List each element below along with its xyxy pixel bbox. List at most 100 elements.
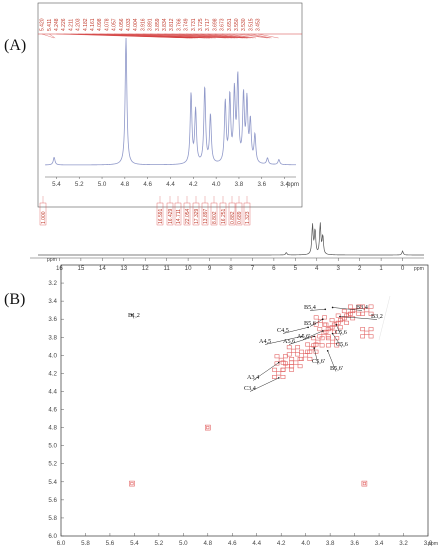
cosy-cross-peak [315,339,321,344]
peak-label: 4.161 [90,18,96,31]
cosy-assignment-group: B1,2 B3,4 B5,4 B3,2 B5,6 C5,6 C4,5 A5,6' C5,6 A4,… [128,304,383,392]
cosy-cross-peak [295,345,301,350]
cosy-cross-peak [360,327,366,332]
cosy-arrow-head [321,318,324,321]
cosy-cross-peak [303,353,309,358]
peak-leader-line [171,33,238,39]
cosy-cross-peak [341,316,347,321]
cosy-cross-peak [313,349,319,354]
cosy-assignment-label: C5,6' [312,358,325,365]
full-tick-label: 7 [251,265,255,272]
cosy-cross-peak [280,367,286,372]
cosy-assignment-label: C5,6 [335,329,347,336]
peak-label: 4.226 [61,18,67,31]
cosy-assignment-arrow [332,307,363,311]
peak-label: 4.248 [54,18,60,31]
cosy-isolated-peak [129,480,135,487]
inset-tick-label: 3.8 [235,181,244,188]
peak-label: 4.004 [133,18,139,31]
integral-group: 1.000 16.591 16.429 14.711 22.054 17.329 13.89… [39,196,251,226]
peak-leader-line [41,33,55,39]
cosy-arrow-head [331,306,334,309]
cosy-cross-peak [289,367,294,372]
cosy-isolated-peak [361,480,368,487]
cosy-isolated-peak [205,424,211,431]
cosy-cross-peak [297,364,303,369]
cosy-cross-peak [329,325,335,330]
cosy-cross-peak [276,371,282,376]
peak-label: 4.056 [119,18,125,31]
cosy-assignment-label: A5,6' [297,333,310,340]
cosy-spectrum: 6.0 5.8 5.6 5.4 5.2 5.0 4.8 4.6 4.4 4.2 4.0 3.8 3.6 3… [47,257,438,547]
cosy-x-tick-label: 3.6 [350,540,359,547]
peak-leader-line [250,33,272,39]
cosy-cross-peak [311,343,317,348]
peak-leader-line [128,33,213,39]
cosy-assignment-arrow [332,333,343,348]
cosy-assignment-arrow [327,350,337,372]
cosy-cross-peak [360,334,366,339]
cosy-x-tick-label: 4.4 [252,540,261,547]
cosy-arrow-head [277,377,280,379]
cosy-cross-peak [274,354,280,359]
peak-label: 3.453 [256,18,262,31]
full-tick-label: 5 [294,265,298,272]
cosy-y-tick-label: 5.6 [48,497,57,504]
cosy-assignment-arrow [336,324,342,336]
inset-frame [37,2,303,208]
cosy-cross-peak [317,327,323,332]
peak-leader-line [243,33,270,39]
integral-value: 14.711 [176,209,182,224]
peak-leader-line [207,33,249,39]
cosy-cross-peak [272,367,277,372]
inset-tick-label: 4.8 [121,181,130,188]
peak-label: 4.098 [97,18,103,31]
peak-label: 3.717 [205,18,211,31]
cosy-arrow-head [301,335,303,338]
cosy-y-tick-label: 6.0 [48,533,57,540]
peak-label: 3.530 [241,18,247,31]
cosy-assignment-arrow [309,309,326,311]
peak-leader-line [157,33,233,39]
cosy-arrow-head [335,323,338,326]
cosy-cross-peak [286,345,292,350]
integral-value: 16.251 [221,208,227,224]
peak-label: 3.766 [176,18,182,31]
cosy-x-tick-label: 3.2 [399,540,408,547]
cosy-y-tick-label: 5.2 [48,461,57,468]
cosy-cross-peak [335,320,341,325]
cosy-y-tick-label: 3.2 [48,280,57,287]
peak-label: 3.834 [162,18,168,31]
cosy-cross-peak [299,356,304,361]
panel-b-label: (B) [4,291,25,308]
cosy-cross-peak [368,334,374,339]
peak-label: 4.203 [76,18,82,31]
peak-leader-line [178,33,243,39]
full-tick-label: 4 [315,265,319,272]
cosy-cross-peak [368,327,374,332]
full-tick-label: 13 [120,265,127,272]
cosy-cross-peak [335,313,341,318]
cosy-isolated-peak-core [206,426,210,430]
cosy-tick-group: 6.0 5.8 5.6 5.4 5.2 5.0 4.8 4.6 4.4 4.2 4.0 3.8 3.6 3… [47,257,438,547]
full-unit-label: ppm [414,266,424,272]
full-tick-label: 6 [272,265,276,272]
integral-value: 1.323 [245,211,251,224]
full-tick-label: 1 [379,265,383,272]
cosy-cross-peak [356,304,362,309]
cosy-x-tick-label: 5.2 [155,540,164,547]
peak-label: 5.411 [47,19,53,31]
cosy-assignment-label: C4,5 [277,327,289,334]
cosy-arrow-head [277,361,280,364]
cosy-cross-peak [313,315,319,320]
cosy-cross-peak [323,322,329,327]
cosy-cross-peak [364,330,370,335]
full-tick-label: 0 [401,265,405,272]
integral-value: 0.882 [230,211,236,224]
peak-label: 3.859 [155,18,161,31]
cosy-x-tick-label: 3.8 [326,540,335,547]
inset-tick-label: 3.4 [280,181,289,188]
cosy-arrow-head [321,330,324,332]
peak-label: 3.916 [140,18,146,31]
cosy-x-tick-label: 3.0 [424,540,433,547]
